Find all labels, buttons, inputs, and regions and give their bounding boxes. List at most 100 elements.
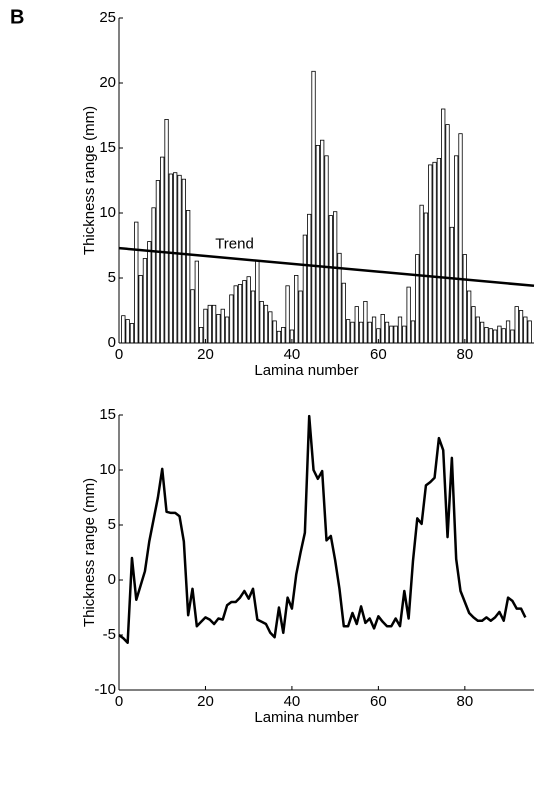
- bar: [402, 325, 407, 344]
- y-tick-label: 5: [108, 516, 116, 533]
- bar: [216, 313, 221, 344]
- panel-label: B: [10, 6, 24, 28]
- x-axis-label: Lamina number: [254, 709, 358, 726]
- bar: [488, 328, 493, 344]
- bar: [467, 290, 472, 344]
- bar: [263, 304, 269, 344]
- bar: [471, 306, 476, 344]
- bar: [497, 325, 502, 344]
- bar: [458, 133, 463, 344]
- bar: [410, 320, 416, 344]
- bar: [436, 157, 442, 344]
- x-tick-label: 60: [370, 693, 387, 710]
- bar: [333, 211, 338, 344]
- bar: [259, 300, 264, 344]
- bar: [514, 306, 519, 344]
- bar: [151, 207, 156, 344]
- bar: [229, 294, 234, 344]
- bar: [190, 289, 195, 344]
- bar: [194, 260, 199, 344]
- bar: [510, 329, 515, 344]
- bar: [523, 316, 528, 344]
- bar: [246, 276, 251, 344]
- x-tick-label: 0: [115, 346, 123, 363]
- bar: [445, 124, 450, 344]
- y-tick-label: -10: [94, 681, 116, 698]
- bar: [298, 290, 303, 344]
- bar: [324, 155, 329, 344]
- bar: [441, 108, 446, 344]
- bar: [371, 316, 377, 344]
- bar: [397, 316, 403, 344]
- y-tick-label: 15: [99, 139, 116, 156]
- bar: [186, 209, 191, 344]
- bar: [354, 306, 359, 344]
- bar: [281, 326, 286, 344]
- bar: [147, 241, 152, 344]
- y-tick-label: 10: [99, 204, 116, 221]
- line: [118, 414, 527, 644]
- bar: [207, 304, 212, 344]
- bar: [363, 300, 368, 344]
- bar: [475, 316, 480, 344]
- bar: [449, 226, 454, 344]
- x-axis-label: Lamina number: [254, 362, 358, 379]
- bar: [203, 308, 208, 344]
- y-axis-label: Thickness range (mm): [81, 106, 98, 255]
- bar: [380, 313, 385, 344]
- bar: [341, 282, 346, 344]
- bar: [505, 320, 511, 344]
- bar: [419, 204, 424, 344]
- y-tick-label: 5: [108, 269, 116, 286]
- bar: [233, 285, 238, 344]
- bar: [134, 221, 139, 344]
- bar: [393, 325, 398, 344]
- bar: [389, 325, 394, 344]
- bar: [242, 280, 247, 344]
- trend-label: Trend: [215, 236, 254, 253]
- bar: [384, 321, 390, 344]
- x-tick-label: 40: [284, 346, 301, 363]
- bar: [250, 290, 256, 344]
- y-tick-label: 0: [108, 334, 116, 351]
- y-tick-label: 10: [99, 461, 116, 478]
- bar: [129, 323, 135, 344]
- bar: [268, 311, 273, 344]
- bar: [224, 316, 230, 344]
- bar: [337, 252, 342, 344]
- bar: [199, 326, 204, 344]
- bar: [479, 321, 485, 344]
- bar: [518, 310, 524, 344]
- bar: [294, 274, 299, 344]
- x-tick-label: 20: [197, 693, 214, 710]
- bar: [177, 174, 182, 344]
- x-tick-label: 80: [456, 346, 473, 363]
- y-tick-label: 0: [108, 571, 116, 588]
- trend-line: [118, 246, 535, 288]
- bar: [432, 161, 437, 344]
- bar: [350, 321, 355, 344]
- bar: [237, 284, 243, 344]
- bar: [311, 70, 316, 344]
- bar: [345, 319, 351, 344]
- bar: [121, 315, 126, 344]
- bar: [527, 320, 532, 344]
- bar: [168, 173, 174, 344]
- bar: [328, 215, 333, 344]
- bar: [428, 164, 433, 344]
- y-tick-label: 25: [99, 9, 116, 26]
- bar: [423, 212, 429, 344]
- bar: [276, 330, 282, 344]
- bar: [155, 180, 161, 344]
- bar: [415, 254, 420, 344]
- bar: [173, 172, 178, 344]
- bar: [492, 329, 498, 344]
- bar: [285, 285, 290, 344]
- bar: [181, 178, 186, 344]
- x-tick-label: 40: [284, 693, 301, 710]
- bar: [220, 308, 225, 344]
- bar: [454, 155, 459, 344]
- y-tick-label: 15: [99, 406, 116, 423]
- bar: [307, 213, 312, 344]
